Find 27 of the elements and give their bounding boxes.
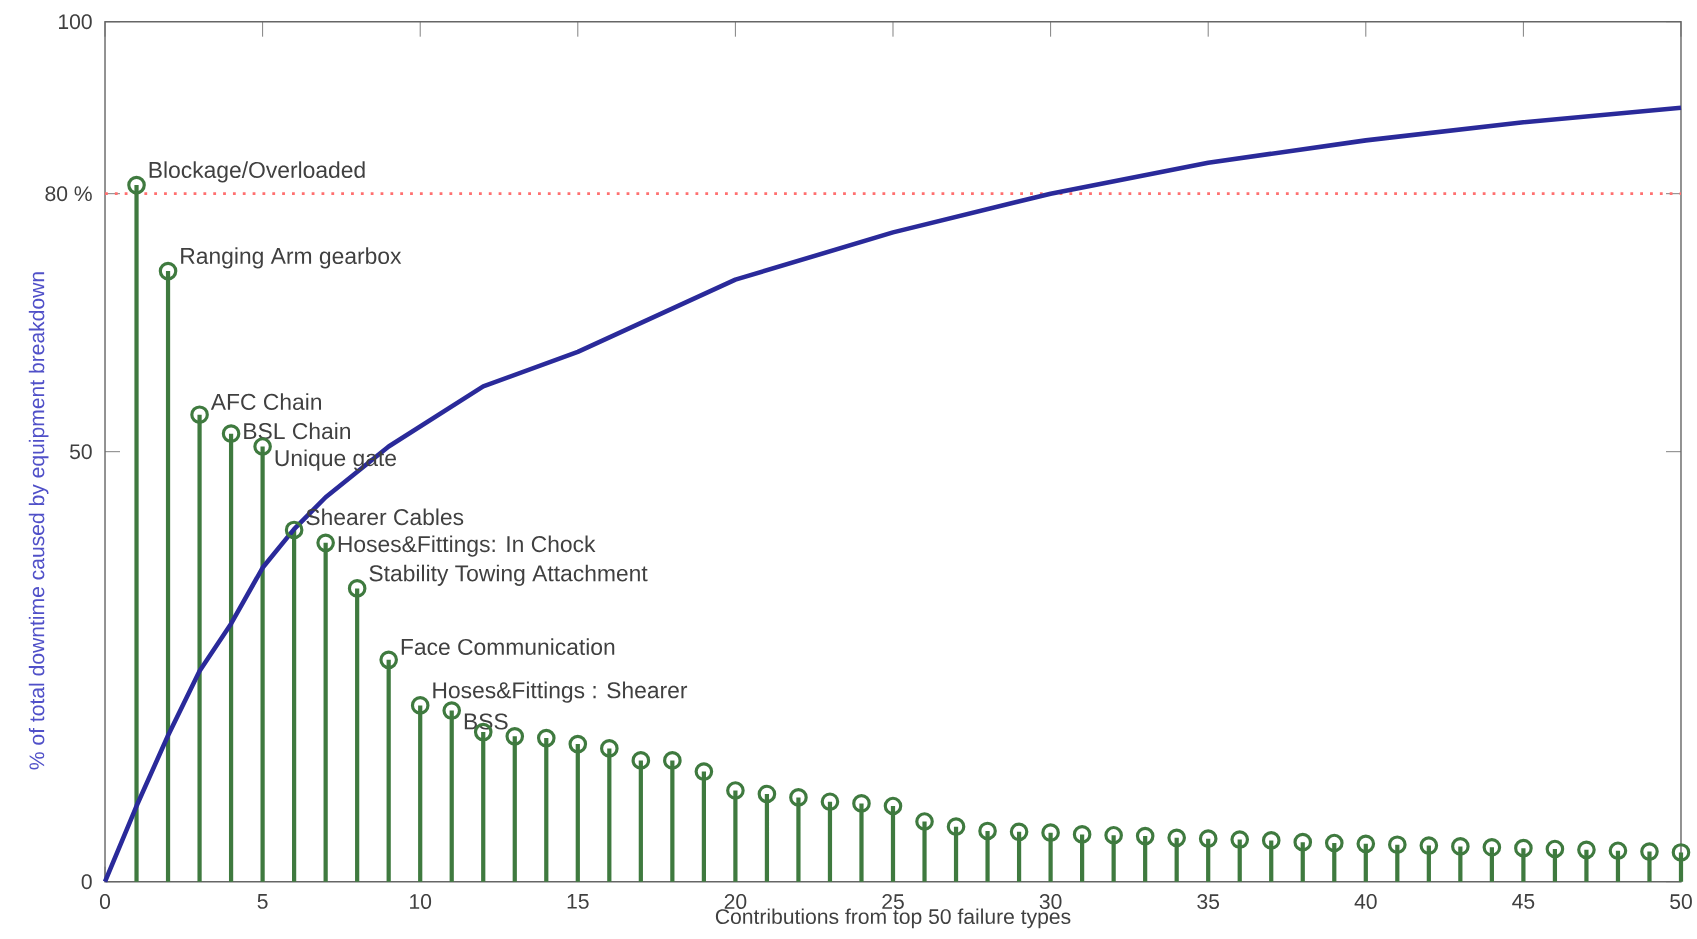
annotation: Shearer Cables [306, 508, 464, 526]
y-tick-label: 80 % [45, 186, 92, 202]
annotation: BSL Chain [244, 422, 350, 440]
x-axis-title: Contributions from top 50 failure types [715, 908, 1071, 929]
x-tick-label: 5 [257, 894, 268, 909]
annotation: Blockage/Overloaded [149, 161, 365, 183]
x-tick-label: 40 [1354, 894, 1377, 910]
annotation: Face Communication [401, 638, 615, 656]
x-tick-label: 10 [410, 894, 432, 910]
x-tick-label: 35 [1197, 894, 1220, 910]
x-tick-label: 20 [724, 894, 747, 910]
annotation: Hoses&Fittings: In Chock [338, 535, 596, 557]
x-tick-label: 45 [1512, 894, 1535, 909]
annotation: Ranging Arm gearbox [181, 247, 402, 269]
x-tick-label: 15 [567, 894, 589, 909]
y-tick-label: 0 [81, 874, 92, 890]
annotation: AFC Chain [210, 393, 321, 410]
x-tick-label: 25 [882, 894, 904, 910]
annotation: BSS [464, 713, 508, 730]
y-tick-label: 50 [69, 444, 92, 460]
x-tick-label: 0 [99, 894, 111, 910]
annotation: Stability Towing Attachment [369, 564, 648, 586]
y-axis-title: % of total downtime caused by equipment breakdown [28, 272, 49, 770]
x-tick-label: 50 [1670, 894, 1692, 910]
annotation: Hoses&Fittings : Shearer [433, 681, 688, 703]
x-tick-label: 30 [1039, 894, 1062, 910]
y-tick-label: 100 [59, 14, 92, 30]
